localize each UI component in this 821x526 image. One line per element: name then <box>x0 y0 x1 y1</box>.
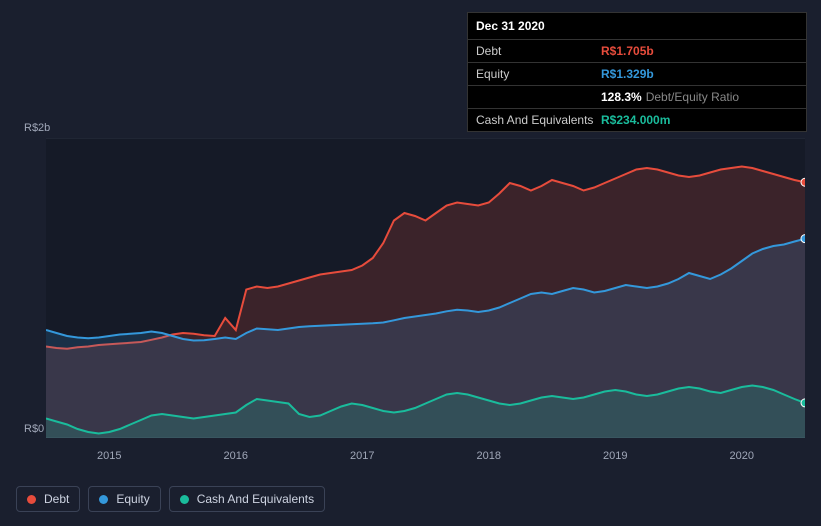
tooltip-value: 128.3% <box>601 90 642 104</box>
legend-item-equity[interactable]: Equity <box>88 486 160 512</box>
tooltip-value: R$1.329b <box>601 67 654 81</box>
legend-label: Cash And Equivalents <box>197 492 314 506</box>
end-marker-icon <box>801 178 805 186</box>
legend-label: Equity <box>116 492 149 506</box>
x-tick: 2016 <box>224 450 248 462</box>
chart-container: Dec 31 2020 Debt R$1.705b Equity R$1.329… <box>0 0 821 526</box>
tooltip-row-equity: Equity R$1.329b <box>468 63 806 86</box>
legend-dot-icon <box>180 495 189 504</box>
tooltip-label: Equity <box>476 67 601 81</box>
tooltip-row-debt: Debt R$1.705b <box>468 40 806 63</box>
legend-dot-icon <box>99 495 108 504</box>
end-marker-icon <box>801 399 805 407</box>
x-tick: 2020 <box>730 450 754 462</box>
legend-dot-icon <box>27 495 36 504</box>
y-tick-top: R$2b <box>24 122 50 134</box>
legend-label: Debt <box>44 492 69 506</box>
hover-tooltip: Dec 31 2020 Debt R$1.705b Equity R$1.329… <box>467 12 807 132</box>
legend: Debt Equity Cash And Equivalents <box>16 486 325 512</box>
tooltip-label: Debt <box>476 44 601 58</box>
x-tick: 2015 <box>97 450 121 462</box>
end-marker-icon <box>801 235 805 243</box>
x-tick: 2019 <box>603 450 627 462</box>
y-tick-bottom: R$0 <box>24 423 44 435</box>
area-chart[interactable] <box>46 138 805 438</box>
tooltip-row-ratio: 128.3% Debt/Equity Ratio <box>468 86 806 109</box>
tooltip-value: R$234.000m <box>601 113 670 127</box>
tooltip-suffix: Debt/Equity Ratio <box>646 90 739 104</box>
tooltip-value: R$1.705b <box>601 44 654 58</box>
x-tick: 2018 <box>477 450 501 462</box>
legend-item-cash[interactable]: Cash And Equivalents <box>169 486 325 512</box>
tooltip-date: Dec 31 2020 <box>468 13 806 40</box>
x-tick: 2017 <box>350 450 374 462</box>
tooltip-label: Cash And Equivalents <box>476 113 601 127</box>
legend-item-debt[interactable]: Debt <box>16 486 80 512</box>
tooltip-row-cash: Cash And Equivalents R$234.000m <box>468 109 806 131</box>
